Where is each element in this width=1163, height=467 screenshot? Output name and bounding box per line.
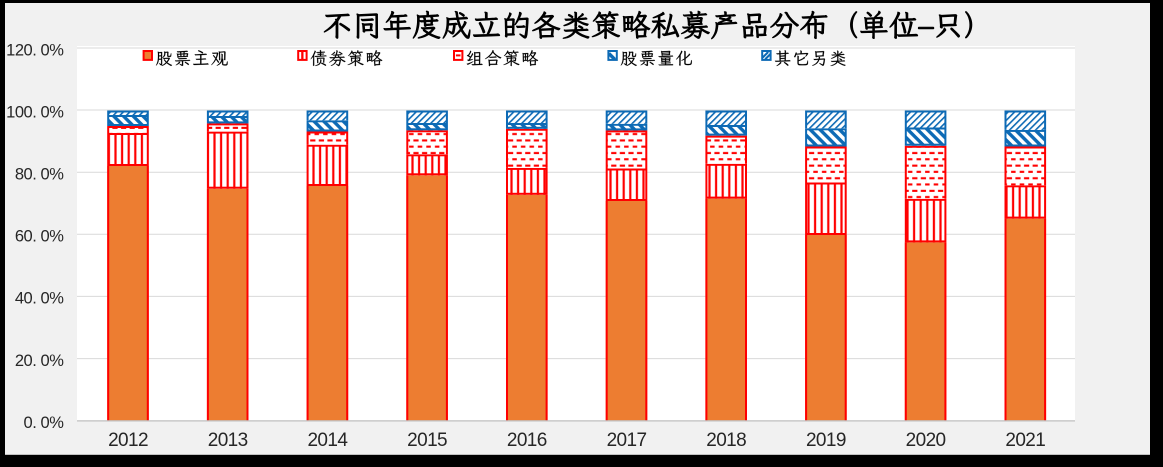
svg-text:2020: 2020 — [906, 430, 946, 451]
svg-text:2019: 2019 — [806, 430, 846, 451]
svg-text:2017: 2017 — [607, 430, 647, 451]
svg-text:40. 0%: 40. 0% — [15, 290, 64, 308]
svg-text:2014: 2014 — [307, 430, 348, 451]
svg-text:20. 0%: 20. 0% — [15, 352, 64, 370]
svg-text:2013: 2013 — [208, 430, 248, 451]
svg-text:2021: 2021 — [1005, 430, 1045, 451]
svg-text:100. 0%: 100. 0% — [6, 103, 64, 121]
svg-text:2015: 2015 — [407, 430, 447, 451]
svg-text:120. 0%: 120. 0% — [6, 41, 64, 59]
svg-text:80. 0%: 80. 0% — [15, 166, 64, 184]
svg-text:2012: 2012 — [108, 430, 148, 451]
svg-text:60. 0%: 60. 0% — [15, 228, 64, 246]
svg-text:0. 0%: 0. 0% — [24, 414, 65, 432]
svg-text:2018: 2018 — [706, 430, 746, 451]
svg-text:2016: 2016 — [507, 430, 547, 451]
